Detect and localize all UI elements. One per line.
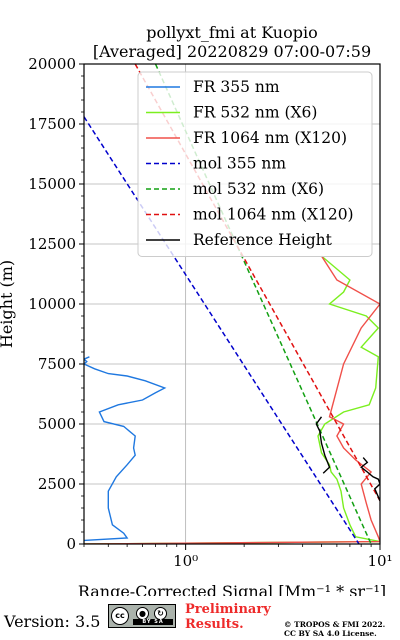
series-line-0 <box>84 356 167 542</box>
legend-label: FR 355 nm <box>193 78 280 96</box>
y-tick-label: 2500 <box>38 475 76 493</box>
legend-label: FR 532 nm (X6) <box>193 104 317 122</box>
legend-label: mol 355 nm <box>193 155 286 173</box>
cc-by-sa-strip: BY SA <box>133 619 173 625</box>
series-line-1 <box>84 255 380 544</box>
legend-label: mol 1064 nm (X120) <box>193 206 354 224</box>
preliminary-text: Preliminary <box>185 602 271 617</box>
y-tick-label: 12500 <box>28 235 76 253</box>
legend-label: FR 1064 nm (X120) <box>193 129 347 147</box>
y-tick-label: 15000 <box>28 175 76 193</box>
cc-license-badge: cc ● ↻ BY SA <box>108 604 176 628</box>
plot-layer <box>84 64 380 544</box>
y-tick-label: 17500 <box>28 115 76 133</box>
y-tick-label: 0 <box>66 535 76 553</box>
y-tick-label: 7500 <box>38 355 76 373</box>
version-label: Version: 3.5 <box>4 612 101 631</box>
results-text: Results. <box>185 617 244 632</box>
y-tick-label: 20000 <box>28 55 76 73</box>
y-axis-label: Height (m) <box>0 260 16 348</box>
plot-frame <box>83 63 381 545</box>
chart-subtitle: [Averaged] 20220829 07:00-07:59 <box>93 42 371 61</box>
copyright-line-1: © TROPOS & FMI 2022. <box>284 620 386 629</box>
series-line-2 <box>84 255 380 544</box>
x-axis-label: Range-Corrected Signal [Mm⁻¹ * sr⁻¹] <box>78 582 386 596</box>
series-line-7 <box>360 457 380 502</box>
legend-label: mol 532 nm (X6) <box>193 180 324 198</box>
copyright-line-2: CC BY SA 4.0 License. <box>284 629 377 638</box>
copyright-note: © TROPOS & FMI 2022. CC BY SA 4.0 Licens… <box>284 620 385 638</box>
series-line-6 <box>315 416 331 474</box>
legend: FR 355 nm FR 532 nm (X6) FR 1064 nm (X120)… <box>137 71 373 257</box>
footer: Version: 3.5 cc ● ↻ BY SA Preliminary Re… <box>0 596 400 640</box>
legend-box <box>137 71 373 257</box>
axes-layer: 0 2500 5000 7500 10000 12500 15000 17500 20000 10… <box>28 55 392 570</box>
legend-label: Reference Height <box>193 231 333 249</box>
chart-title: pollyxt_fmi at Kuopio <box>146 23 317 42</box>
series-line-3 <box>84 116 360 544</box>
x-tick-label: 10⁰ <box>173 552 198 570</box>
y-tick-label: 10000 <box>28 295 76 313</box>
y-tick-label: 5000 <box>38 415 76 433</box>
creative-commons-icon: cc <box>111 607 129 625</box>
chart-svg: pollyxt_fmi at Kuopio [Averaged] 2022082… <box>0 23 393 596</box>
preliminary-results-note: Preliminary Results. <box>185 602 271 632</box>
x-tick-label: 10¹ <box>367 552 392 570</box>
